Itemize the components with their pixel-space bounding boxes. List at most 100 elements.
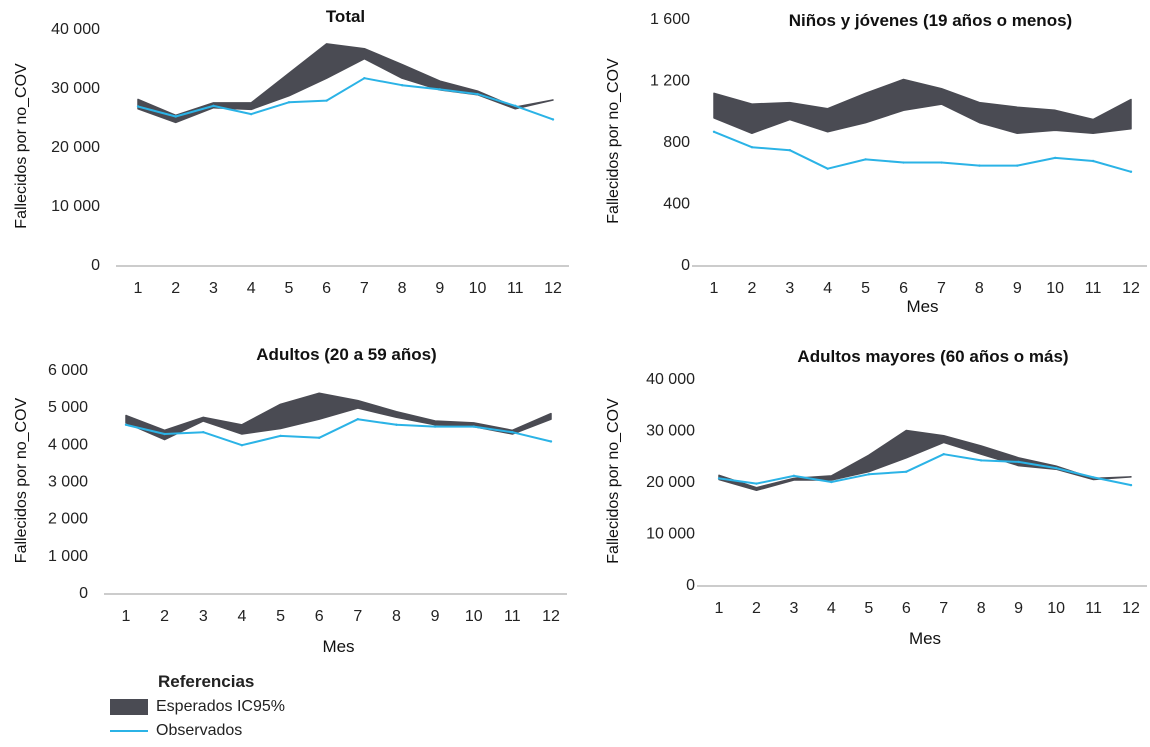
observed-point [979,459,983,462]
series-observed-line [713,130,1132,173]
observed-point [717,477,721,480]
x-tick-label: 2 [171,280,180,297]
observed-point [124,423,128,426]
legend-swatch-line [110,730,148,732]
observed-point [788,149,792,152]
x-tick-label: 1 [122,608,131,625]
observed-point [400,84,404,87]
x-tick-label: 8 [975,280,984,297]
y-tick-label: 4 000 [48,436,88,453]
observed-point [174,115,177,118]
observed-point [212,104,215,108]
x-tick-label: 10 [469,280,487,297]
y-tick-label: 800 [663,134,690,151]
x-tick-label: 6 [899,280,908,297]
y-tick-label: 1 600 [650,11,690,28]
observed-point [942,453,945,456]
x-tick-label: 9 [1013,280,1022,297]
x-tick-label: 5 [864,600,873,617]
observed-point [1016,164,1019,167]
observed-point [940,161,943,164]
observed-point [395,423,398,426]
observed-point [240,443,244,447]
observed-point [712,130,716,133]
y-tick-label: 30 000 [646,423,695,440]
observed-point [902,161,905,164]
observed-point [438,88,442,91]
x-axis-label: Mes [322,637,354,656]
series-observed-line [125,418,552,447]
x-tick-label: 11 [507,280,524,297]
chart-title: Adultos mayores (60 años o más) [797,347,1068,366]
series-observed-line [137,77,554,121]
observed-point [826,167,829,170]
observed-point [511,430,514,434]
x-tick-label: 1 [710,280,719,297]
x-tick-label: 9 [1014,600,1023,617]
x-tick-label: 6 [315,608,324,625]
observed-point [363,76,366,80]
x-tick-label: 10 [1046,280,1064,297]
observed-point [1053,156,1057,160]
x-tick-label: 10 [465,608,483,625]
y-axis-label: Fallecidos por no_COV [13,63,30,229]
series-expected-band [125,392,552,441]
x-tick-label: 9 [435,280,444,297]
x-tick-label: 10 [1047,600,1065,617]
x-tick-label: 3 [209,280,218,297]
x-tick-label: 2 [752,600,761,617]
observed-point [867,473,871,476]
legend-item-expected: Esperados IC95% [110,696,285,718]
observed-point [1091,159,1095,163]
y-tick-label: 40 000 [51,21,100,38]
observed-point [287,101,291,104]
observed-point [551,118,555,121]
x-tick-label: 8 [398,280,407,297]
x-tick-label: 4 [823,280,832,297]
y-tick-label: 0 [681,257,690,274]
y-tick-label: 0 [79,585,88,602]
observed-point [476,92,479,96]
legend-item-observed: Observados [110,720,242,742]
observed-point [163,432,166,436]
y-axis-label: Fallecidos por no_COV [605,58,622,224]
x-tick-label: 3 [785,280,794,297]
observed-point [1017,460,1020,464]
legend-swatch-band [110,699,148,715]
series-expected-band [713,78,1132,135]
chart-title: Total [326,7,365,26]
x-tick-label: 1 [134,280,143,297]
x-tick-label: 7 [353,608,362,625]
x-tick-label: 4 [247,280,256,297]
x-tick-label: 12 [1122,280,1140,297]
y-tick-label: 6 000 [48,362,88,379]
observed-point [1054,466,1058,470]
x-tick-label: 1 [715,600,724,617]
legend: Referencias Esperados IC95% Observados [110,672,370,744]
x-tick-label: 11 [1085,280,1102,297]
y-tick-label: 0 [686,577,695,594]
observed-point [249,112,253,116]
x-tick-label: 4 [237,608,246,625]
y-axis-label: Fallecidos por no_COV [605,398,622,564]
observed-point [1129,483,1133,487]
y-tick-label: 3 000 [48,474,88,491]
observed-point [514,104,517,108]
y-tick-label: 0 [91,257,100,274]
x-tick-label: 7 [937,280,946,297]
x-tick-label: 9 [431,608,440,625]
y-tick-label: 2 000 [48,511,88,528]
y-tick-label: 400 [663,196,690,213]
x-tick-label: 8 [392,608,401,625]
legend-title: Referencias [158,672,255,691]
x-tick-label: 5 [284,280,293,297]
observed-point [864,158,867,161]
x-tick-label: 11 [1085,600,1102,617]
y-tick-label: 10 000 [51,198,100,215]
chart-title: Niños y jóvenes (19 años o menos) [789,11,1072,30]
observed-point [905,470,908,473]
y-tick-label: 20 000 [51,139,100,156]
